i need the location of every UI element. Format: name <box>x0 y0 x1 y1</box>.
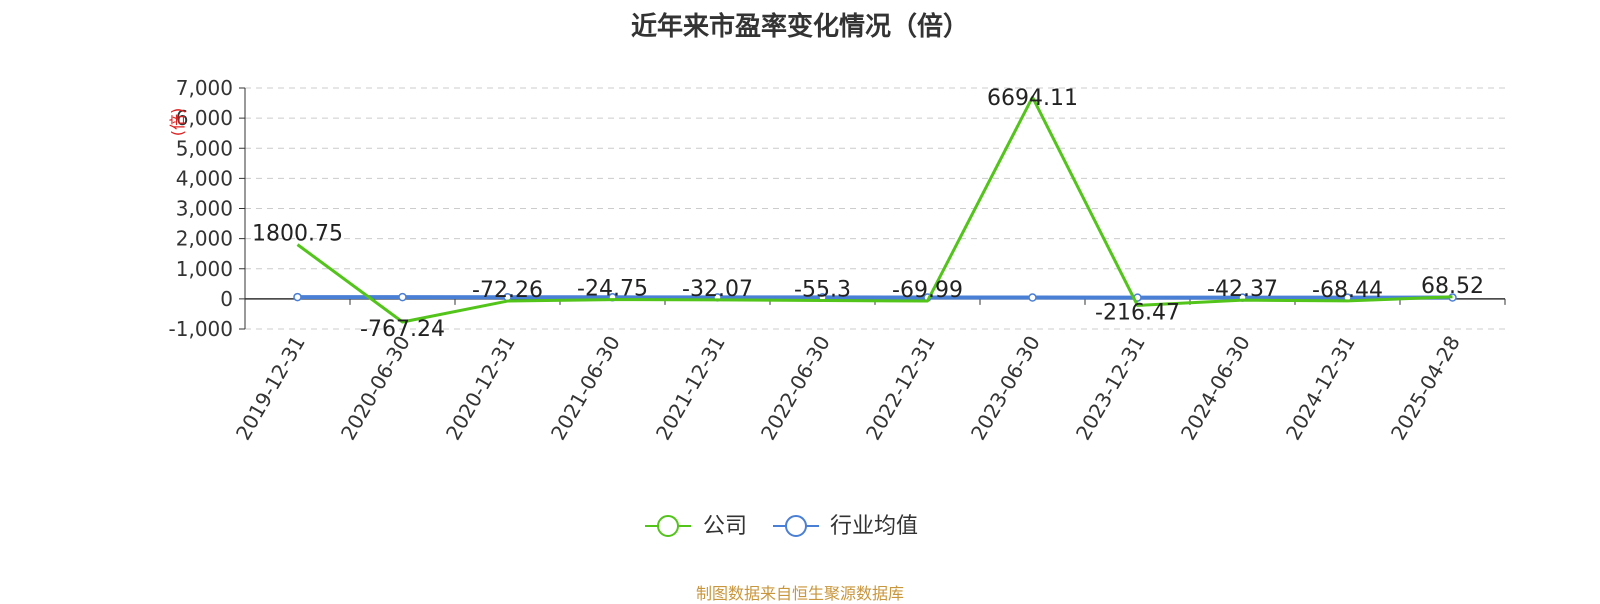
legend-label: 公司 <box>703 514 747 539</box>
x-tick-label: 2020-12-31 <box>441 332 520 445</box>
y-tick-label: 6,000 <box>176 106 233 130</box>
legend-marker-icon <box>785 515 807 537</box>
x-tick-label: 2021-06-30 <box>546 332 625 445</box>
y-tick-label: -1,000 <box>169 317 233 341</box>
series-line-company <box>296 95 1453 324</box>
chart-title: 近年来市盈率变化情况（倍） <box>630 12 969 42</box>
y-tick-label: 1,000 <box>176 257 233 281</box>
y-tick-label: 2,000 <box>176 227 233 251</box>
legend-marker-icon <box>657 515 679 537</box>
data-label-company: -767.24 <box>360 317 445 342</box>
x-tick-label: 2023-12-31 <box>1071 332 1150 445</box>
legend-label: 行业均值 <box>830 514 918 539</box>
data-label-company: -24.75 <box>577 277 648 302</box>
x-tick-label: 2022-12-31 <box>861 332 940 445</box>
data-label-company: -32.07 <box>682 277 753 302</box>
x-tick-label: 2024-06-30 <box>1176 332 1255 445</box>
y-tick-label: 3,000 <box>176 197 233 221</box>
data-label-company: -216.47 <box>1095 300 1180 325</box>
x-tick-label: 2022-06-30 <box>756 332 835 445</box>
legend-item-company[interactable]: 公司 <box>645 514 747 539</box>
legend[interactable]: 公司 行业均值 <box>645 514 918 539</box>
x-tick-label: 2024-12-31 <box>1281 332 1360 445</box>
series-line-industry-average <box>297 295 1453 300</box>
data-label-company: 6694.11 <box>987 86 1078 111</box>
y-axis-label: (倍) <box>168 108 187 137</box>
series-layer <box>293 95 1457 324</box>
grid-lines <box>245 87 1505 330</box>
source-note: 制图数据来自恒生聚源数据库 <box>695 584 904 603</box>
data-label-company: 68.52 <box>1421 274 1484 299</box>
data-label-company: -68.44 <box>1312 278 1383 303</box>
data-point-industry-average <box>398 292 407 302</box>
x-tick-label: 2020-06-30 <box>336 332 415 445</box>
data-label-company: -55.3 <box>794 278 851 303</box>
data-label-company: 1800.75 <box>252 222 343 247</box>
legend-item-industry-average[interactable]: 行业均值 <box>773 514 918 539</box>
data-label-company: -69.99 <box>892 278 963 303</box>
data-point-industry-average <box>1028 293 1037 302</box>
y-tick-label: 0 <box>220 287 233 311</box>
x-tick-label: 2019-12-31 <box>231 332 310 445</box>
axes: -1,000 0 1,000 2,000 3,000 4,000 5,000 6,000 7,0… <box>169 76 1506 445</box>
data-point-industry-average <box>293 292 302 302</box>
data-label-company: -72.26 <box>472 278 543 303</box>
x-tick-label: 2023-06-30 <box>966 332 1045 445</box>
y-tick-label: 7,000 <box>176 76 233 100</box>
x-tick-label: 2021-12-31 <box>651 332 730 445</box>
data-label-company: -42.37 <box>1207 277 1278 302</box>
x-tick-label: 2025-04-28 <box>1386 332 1465 445</box>
y-tick-label: 5,000 <box>176 136 233 160</box>
y-tick-label: 4,000 <box>176 166 233 190</box>
data-labels: 1800.75 -767.24 -72.26 -24.75 -32.07 -55.3 -69… <box>252 86 1484 342</box>
